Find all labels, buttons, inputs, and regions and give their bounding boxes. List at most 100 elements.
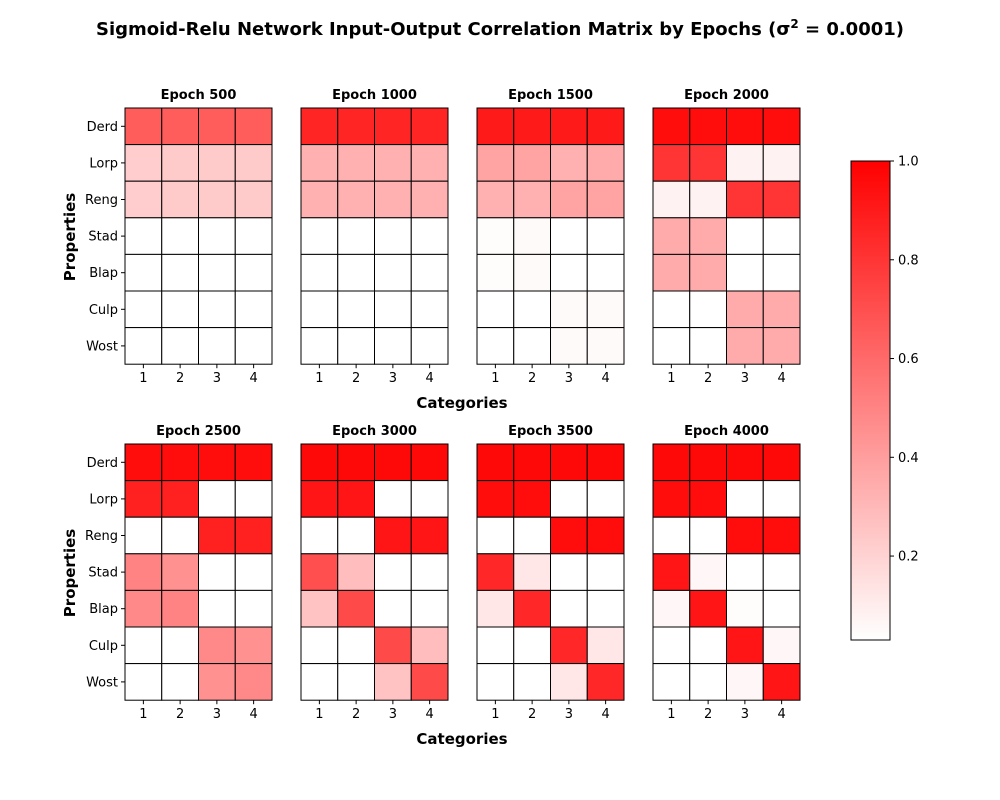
heatmap-cell: [161, 290, 199, 329]
heatmap-cell: [476, 480, 515, 518]
heatmap-panel: Epoch 2500 1 2 3 4 Derd Lorp Reng Stad Blap Culp Wo…: [85, 424, 273, 722]
heatmap-cell: [476, 663, 515, 701]
heatmap-cell: [476, 144, 515, 182]
heatmap-cell: [234, 443, 273, 482]
heatmap-cell: [726, 327, 764, 365]
x-axis-label-bottom: Categories: [416, 730, 507, 748]
panel-title: Epoch 3000: [332, 424, 417, 439]
colorbar-tick-label: 0.2: [898, 550, 919, 565]
heatmap-cell: [586, 480, 625, 518]
y-tick-label: Derd: [87, 120, 118, 135]
heatmap-cell: [513, 626, 551, 665]
y-tick-label: Blap: [89, 602, 118, 617]
x-tick-label: 4: [249, 707, 257, 722]
heatmap-cell: [337, 443, 375, 482]
heatmap-cell: [476, 516, 515, 555]
heatmap-cell: [652, 516, 691, 555]
heatmap-cell: [513, 516, 551, 555]
heatmap-panel: Epoch 2000 1 2 3 4: [652, 88, 801, 386]
heatmap-cell: [586, 290, 625, 329]
colorbar-tick-label: 1.0: [898, 155, 919, 170]
heatmap-cell: [198, 480, 236, 518]
heatmap-cell: [124, 107, 163, 146]
heatmap-cell: [762, 480, 801, 518]
heatmap-cell: [374, 327, 412, 365]
x-tick-label: 2: [528, 707, 536, 722]
heatmap-cell: [689, 480, 727, 518]
heatmap-cell: [586, 107, 625, 146]
heatmap-cell: [300, 443, 339, 482]
heatmap-cell: [374, 253, 412, 292]
x-tick-label: 3: [213, 707, 221, 722]
heatmap-cell: [161, 327, 199, 365]
heatmap-cell: [198, 180, 236, 219]
heatmap-cell: [550, 107, 588, 146]
heatmap-cell: [652, 589, 691, 628]
heatmap-cell: [374, 663, 412, 701]
heatmap-cell: [161, 107, 199, 146]
heatmap-cell: [689, 626, 727, 665]
heatmap-cell: [586, 253, 625, 292]
x-tick-label: 3: [389, 707, 397, 722]
heatmap-panel: Epoch 3500 1 2 3 4: [476, 424, 625, 722]
y-tick-label: Reng: [85, 529, 118, 544]
heatmap-cell: [234, 516, 273, 555]
heatmap-cell: [337, 480, 375, 518]
heatmap-cell: [337, 180, 375, 219]
heatmap-cell: [652, 144, 691, 182]
heatmap-cell: [161, 253, 199, 292]
heatmap-cell: [198, 253, 236, 292]
heatmap-cell: [726, 253, 764, 292]
heatmap-cell: [476, 217, 515, 255]
heatmap-cell: [124, 180, 163, 219]
heatmap-cell: [410, 217, 449, 255]
heatmap-cell: [586, 589, 625, 628]
x-tick-label: 4: [425, 707, 433, 722]
heatmap-cell: [374, 290, 412, 329]
heatmap-cell: [652, 217, 691, 255]
heatmap-cell: [410, 663, 449, 701]
heatmap-cell: [234, 663, 273, 701]
y-tick-label: Blap: [89, 266, 118, 281]
heatmap-cell: [300, 253, 339, 292]
y-tick-label: Culp: [89, 303, 118, 318]
heatmap-cell: [374, 480, 412, 518]
heatmap-cell: [161, 217, 199, 255]
heatmap-cell: [550, 327, 588, 365]
heatmap-cell: [161, 516, 199, 555]
heatmap-cell: [300, 626, 339, 665]
heatmap-cell: [161, 663, 199, 701]
heatmap-cell: [476, 253, 515, 292]
heatmap-cell: [586, 626, 625, 665]
colorbar-tick-label: 0.8: [898, 253, 919, 268]
heatmap-cell: [513, 217, 551, 255]
heatmap-cell: [234, 253, 273, 292]
heatmap-cell: [550, 253, 588, 292]
heatmap-cell: [374, 589, 412, 628]
heatmap-cell: [234, 626, 273, 665]
heatmap-cell: [550, 180, 588, 219]
heatmap-cell: [476, 290, 515, 329]
panel-title: Epoch 3500: [508, 424, 593, 439]
heatmap-cell: [124, 290, 163, 329]
heatmap-cell: [726, 290, 764, 329]
x-tick-label: 2: [176, 371, 184, 386]
colorbar: 0.2 0.4 0.6 0.8 1.0: [850, 155, 919, 641]
heatmap-cell: [410, 516, 449, 555]
heatmap-cell: [689, 553, 727, 591]
heatmap-cell: [410, 589, 449, 628]
heatmap-cell: [689, 107, 727, 146]
heatmap-cell: [586, 516, 625, 555]
x-tick-label: 1: [139, 707, 147, 722]
x-tick-label: 3: [213, 371, 221, 386]
heatmap-cell: [337, 626, 375, 665]
heatmap-cell: [513, 480, 551, 518]
heatmap-cell: [161, 626, 199, 665]
heatmap-panel: Epoch 1000 1 2 3 4: [300, 88, 449, 386]
heatmap-cell: [300, 589, 339, 628]
heatmap-cell: [161, 553, 199, 591]
heatmap-cell: [124, 253, 163, 292]
heatmap-cell: [476, 327, 515, 365]
heatmap-cell: [476, 180, 515, 219]
heatmap-cell: [513, 144, 551, 182]
